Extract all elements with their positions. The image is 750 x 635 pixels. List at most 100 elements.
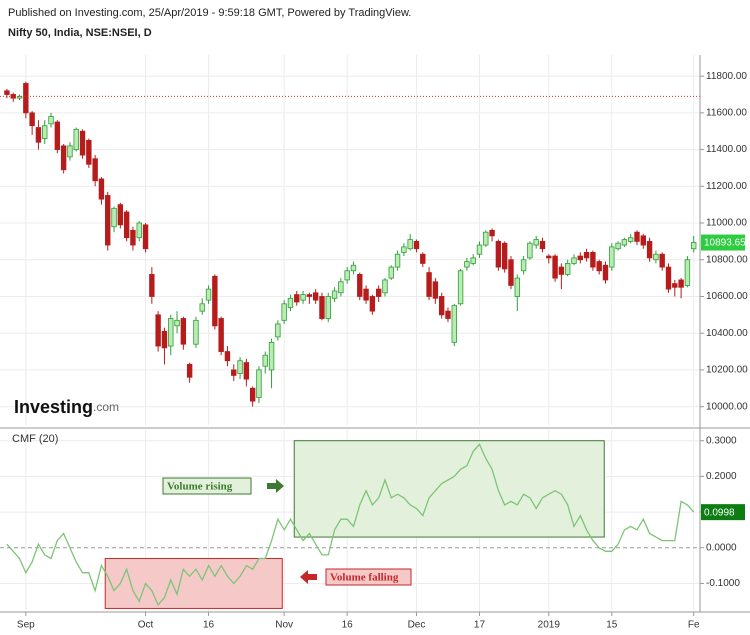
y-tick-label: 10200.00: [706, 365, 748, 376]
candle-body: [48, 116, 54, 125]
candle-body: [627, 237, 634, 242]
candle-body: [533, 239, 539, 246]
candle-body: [432, 281, 439, 299]
candle-body: [501, 242, 508, 270]
x-tick-label: 16: [203, 620, 215, 631]
candle-body: [205, 288, 212, 301]
x-tick-label: Fe: [688, 620, 700, 631]
indicator-title: CMF (20): [12, 433, 58, 445]
candle-body: [86, 139, 92, 165]
y-tick-label: 11200.00: [706, 181, 747, 192]
candle-body: [237, 360, 243, 374]
candle-body: [394, 253, 401, 268]
candle-body: [168, 318, 174, 347]
candle-body: [640, 235, 646, 246]
candle-body: [98, 178, 105, 200]
candle-body: [495, 240, 502, 268]
candle-body: [136, 222, 142, 239]
candle-body: [29, 112, 35, 127]
candle-body: [180, 318, 187, 345]
candle-body: [174, 319, 180, 327]
candle-body: [464, 261, 470, 268]
candle-body: [67, 145, 73, 158]
candle-body: [369, 296, 376, 312]
candle-body: [489, 229, 495, 237]
candle-body: [306, 294, 313, 297]
candle-body: [117, 204, 124, 226]
candle-body: [161, 330, 168, 349]
candle-body: [224, 351, 231, 362]
candle-body: [508, 259, 514, 286]
candle-body: [476, 244, 483, 255]
candle-body: [577, 255, 583, 261]
symbol-title: Nifty 50, India, NSE:NSEI, D: [8, 27, 152, 39]
last-value-label: 0.0998: [704, 507, 735, 518]
candle-body: [558, 266, 565, 275]
candle-body: [520, 259, 527, 272]
candle-body: [155, 314, 161, 347]
candle-body: [420, 253, 426, 264]
y-tick-label: 10600.00: [706, 291, 748, 302]
candle-body: [621, 239, 628, 246]
x-tick-label: 15: [606, 620, 618, 631]
candle-body: [249, 387, 256, 402]
candle-body: [350, 264, 357, 272]
candle-body: [35, 127, 42, 143]
candle-body: [325, 296, 331, 319]
candle-body: [571, 257, 577, 264]
candle-body: [609, 246, 615, 268]
logo-name: Investing: [14, 397, 93, 417]
candle-body: [659, 253, 665, 268]
candle-body: [16, 95, 23, 99]
candle-body: [54, 121, 61, 150]
candle-body: [92, 158, 98, 182]
candle-body: [590, 251, 596, 268]
highlight-region: [104, 557, 283, 609]
x-tick-label: 17: [474, 620, 486, 631]
candle-body: [23, 83, 29, 114]
candle-body: [42, 125, 48, 139]
candle-body: [672, 283, 678, 288]
candle-body: [268, 341, 275, 371]
last-value-label: 10893.65: [704, 238, 746, 249]
y-tick-label: 11800.00: [706, 71, 747, 82]
logo: Investing.com: [14, 397, 119, 417]
candle-body: [382, 279, 388, 294]
candle-body: [10, 94, 16, 99]
candle-body: [438, 296, 445, 316]
candle-body: [375, 288, 382, 297]
candle-body: [218, 318, 224, 352]
candle-body: [199, 303, 205, 312]
candle-body: [678, 279, 684, 288]
candle-body: [546, 255, 552, 259]
candle-body: [262, 354, 268, 367]
plot-area: 10000.00 10200.00 10400.00 10600.00 10800.00…: [0, 55, 748, 631]
y-tick-label: 0.3000: [706, 435, 737, 446]
candle-body: [514, 277, 520, 297]
candle-body: [564, 263, 571, 275]
candle-body: [634, 231, 640, 242]
candle-body: [344, 270, 350, 281]
published-note: Published on Investing.com, 25/Apr/2019 …: [8, 7, 411, 19]
annotation-label: Volume rising: [167, 481, 233, 493]
candle-body: [583, 251, 590, 259]
candle-body: [294, 294, 300, 303]
x-tick-label: Oct: [138, 620, 154, 631]
candle-body: [331, 290, 338, 299]
y-tick-label: 0.0000: [706, 542, 737, 553]
candle-body: [281, 303, 287, 321]
y-tick-label: 11400.00: [706, 144, 747, 155]
y-tick-label: 10000.00: [706, 401, 748, 412]
candle-body: [300, 294, 306, 301]
candle-body: [73, 128, 79, 150]
candle-body: [231, 369, 237, 376]
cmf-line: [6, 443, 695, 607]
y-tick-label: 10400.00: [706, 328, 748, 339]
candle-body: [193, 319, 199, 345]
y-tick-label: 11000.00: [706, 218, 747, 229]
candle-body: [602, 264, 609, 281]
annotation-box: [162, 477, 252, 495]
candle-body: [388, 266, 394, 279]
highlight-region: [293, 440, 605, 538]
candle-body: [653, 253, 659, 261]
